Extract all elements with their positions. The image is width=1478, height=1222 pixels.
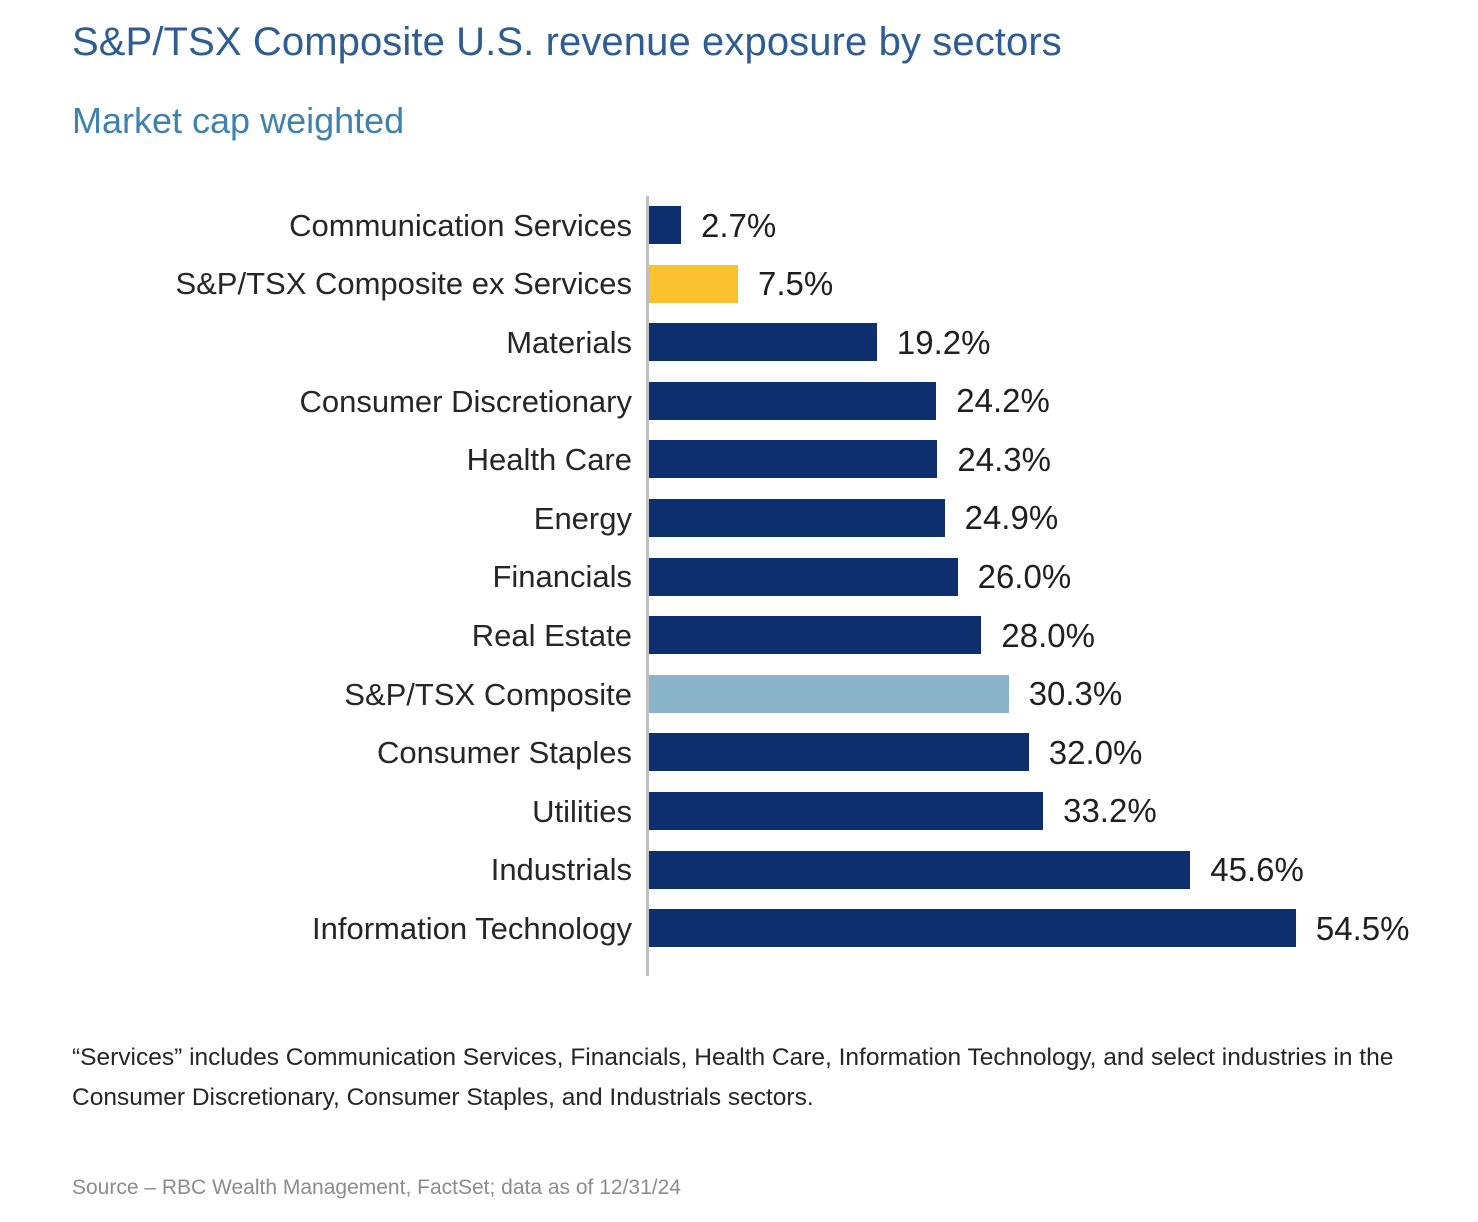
bar <box>649 616 982 655</box>
bar-row: Industrials 45.6% <box>0 841 1478 900</box>
category-label: Consumer Discretionary <box>299 383 633 419</box>
bar-value-label: 54.5% <box>1315 909 1410 947</box>
category-label: Consumer Staples <box>376 735 632 771</box>
category-label: Information Technology <box>312 910 632 946</box>
bar-row: Communication Services 2.7% <box>0 196 1478 255</box>
bar-chart: Communication Services 2.7% S&P/TSX Compos… <box>0 196 1478 986</box>
bar-value-label: 32.0% <box>1048 733 1143 771</box>
bar-value-label: 24.9% <box>964 499 1059 537</box>
bar-row: Energy 24.9% <box>0 489 1478 548</box>
bar-value-label: 45.6% <box>1210 851 1304 889</box>
bar-row: Information Technology 54.5% <box>0 899 1478 958</box>
bar-and-value: 54.5% <box>649 909 1410 948</box>
bar-row: Financials 26.0% <box>0 548 1478 607</box>
bar-row: Utilities 33.2% <box>0 782 1478 841</box>
bar-and-value: 19.2% <box>649 323 991 362</box>
bar <box>649 733 1029 772</box>
bar-value-label: 7.5% <box>758 265 834 303</box>
bar-and-value: 7.5% <box>649 264 834 303</box>
bar <box>649 264 738 303</box>
bar-row: Materials 19.2% <box>0 313 1478 372</box>
bar-and-value: 24.3% <box>649 440 1051 479</box>
value-axis-line <box>646 196 649 976</box>
bar-and-value: 32.0% <box>649 733 1143 772</box>
page-title: S&P/TSX Composite U.S. revenue exposure … <box>72 20 1062 64</box>
category-label: S&P/TSX Composite <box>344 676 632 712</box>
bar <box>649 381 937 420</box>
bar <box>649 498 945 537</box>
bar-row: Real Estate 28.0% <box>0 606 1478 665</box>
bar-and-value: 45.6% <box>649 850 1304 889</box>
source-text: Source – RBC Wealth Management, FactSet;… <box>72 1176 681 1199</box>
bar <box>649 791 1044 830</box>
bar-value-label: 26.0% <box>977 558 1072 596</box>
bar-and-value: 28.0% <box>649 616 1095 655</box>
bar-value-label: 19.2% <box>896 323 991 361</box>
bar-value-label: 28.0% <box>1001 616 1095 654</box>
bar <box>649 909 1296 948</box>
bar <box>649 440 938 479</box>
bar <box>649 557 958 596</box>
bar <box>649 850 1191 889</box>
bar-and-value: 30.3% <box>649 674 1123 713</box>
category-label: Financials <box>492 559 632 595</box>
category-label: Communication Services <box>289 207 632 243</box>
category-label: Utilities <box>532 793 632 829</box>
bar-and-value: 24.9% <box>649 498 1059 537</box>
category-label: Materials <box>506 324 632 360</box>
category-label: Health Care <box>466 442 632 478</box>
category-label: Energy <box>533 500 632 536</box>
bar-row: Consumer Staples 32.0% <box>0 723 1478 782</box>
bar-and-value: 33.2% <box>649 791 1157 830</box>
bar-value-label: 2.7% <box>701 206 777 244</box>
bar-and-value: 2.7% <box>649 206 776 244</box>
footnote-text: “Services” includes Communication Servic… <box>72 1044 1394 1111</box>
bar-and-value: 24.2% <box>649 381 1050 420</box>
bar-value-label: 24.2% <box>956 382 1050 420</box>
bar-rows: Communication Services 2.7% S&P/TSX Compos… <box>0 196 1478 958</box>
category-label: S&P/TSX Composite ex Services <box>175 266 632 302</box>
bar-row: S&P/TSX Composite 30.3% <box>0 665 1478 724</box>
bar-row: S&P/TSX Composite ex Services 7.5% <box>0 255 1478 314</box>
bar-and-value: 26.0% <box>649 557 1072 596</box>
bar-value-label: 33.2% <box>1063 792 1157 830</box>
category-label: Industrials <box>490 852 632 888</box>
bar <box>649 206 681 244</box>
bar-row: Health Care 24.3% <box>0 430 1478 489</box>
bar <box>649 323 877 362</box>
category-label: Real Estate <box>471 617 632 653</box>
page-subtitle: Market cap weighted <box>72 100 405 141</box>
bar-value-label: 24.3% <box>957 440 1051 478</box>
bar-value-label: 30.3% <box>1028 675 1123 713</box>
bar <box>649 674 1009 713</box>
bar-row: Consumer Discretionary 24.2% <box>0 372 1478 431</box>
